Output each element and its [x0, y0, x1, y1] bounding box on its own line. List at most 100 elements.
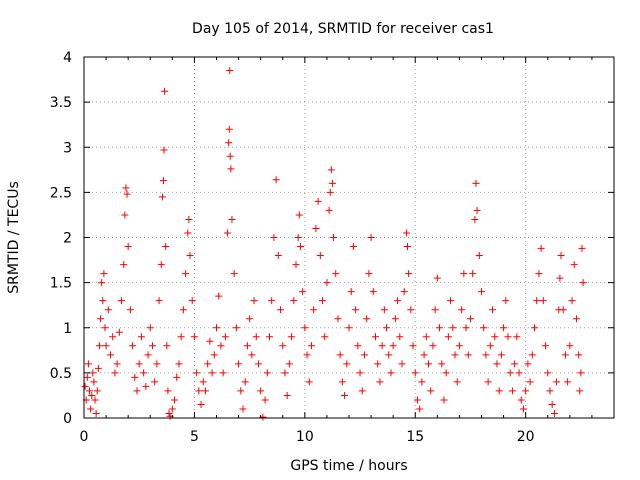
data-point	[522, 387, 530, 395]
data-point	[239, 405, 247, 413]
data-point	[173, 373, 181, 381]
y-axis-label: SRMTID / TECUs	[6, 181, 22, 294]
data-point	[453, 378, 461, 386]
data-point	[449, 324, 457, 332]
data-point	[190, 333, 198, 341]
data-point	[438, 360, 446, 368]
data-point	[469, 270, 477, 278]
data-point	[385, 351, 393, 359]
data-point	[232, 324, 240, 332]
data-point	[89, 369, 97, 377]
data-point	[160, 146, 168, 154]
data-point	[285, 360, 293, 368]
data-point	[305, 378, 313, 386]
data-point	[213, 324, 220, 332]
data-point	[296, 243, 304, 251]
data-point	[367, 234, 375, 241]
data-point	[310, 306, 318, 314]
data-point	[92, 409, 100, 417]
data-point	[120, 261, 128, 269]
data-point	[482, 351, 490, 359]
data-point	[104, 306, 112, 314]
data-point	[579, 279, 587, 287]
data-point	[268, 297, 276, 305]
data-point	[224, 229, 232, 237]
data-point	[427, 387, 435, 395]
data-point	[440, 396, 448, 404]
data-point	[250, 297, 258, 305]
data-point	[142, 382, 150, 390]
data-point	[225, 125, 233, 133]
data-point	[97, 315, 105, 323]
data-point	[462, 324, 470, 332]
data-point	[526, 378, 534, 386]
data-point	[121, 211, 129, 219]
data-point	[332, 270, 340, 278]
data-point	[288, 333, 296, 341]
data-point	[369, 288, 377, 296]
data-point	[81, 382, 89, 390]
data-point	[500, 324, 508, 332]
data-point	[151, 378, 159, 386]
data-point	[201, 387, 209, 395]
y-tick-label: 4	[63, 50, 72, 66]
data-point	[261, 396, 269, 404]
data-point	[491, 333, 499, 341]
data-point	[345, 324, 353, 332]
data-point	[126, 306, 134, 314]
data-point	[380, 306, 388, 314]
data-point	[411, 369, 419, 377]
x-tick-labels: 0 5 10 15 20	[80, 429, 535, 445]
data-point	[442, 369, 450, 377]
data-point	[118, 297, 126, 305]
data-point	[550, 409, 558, 417]
data-point	[263, 369, 271, 377]
data-point	[451, 351, 459, 359]
data-point	[230, 270, 238, 278]
data-point	[210, 351, 218, 359]
data-point	[237, 387, 245, 395]
data-point	[113, 360, 121, 368]
data-point	[109, 333, 117, 341]
data-point	[425, 360, 432, 368]
data-point	[84, 360, 92, 368]
x-tick-label: 20	[517, 429, 535, 445]
data-point	[407, 306, 415, 314]
data-point	[572, 315, 580, 323]
data-point	[365, 270, 373, 278]
chart-title: Day 105 of 2014, SRMTID for receiver cas…	[192, 21, 494, 37]
data-point	[330, 234, 338, 241]
data-point	[480, 324, 488, 332]
data-point	[405, 270, 413, 278]
data-point	[471, 215, 479, 223]
data-point	[100, 270, 108, 278]
data-point	[576, 387, 584, 395]
data-point	[429, 342, 437, 350]
data-point	[515, 369, 523, 377]
data-point	[193, 369, 201, 377]
data-point	[184, 229, 192, 237]
data-point	[319, 297, 326, 305]
data-point	[458, 306, 466, 314]
data-point	[133, 387, 141, 395]
data-point	[327, 166, 335, 174]
data-point	[513, 333, 521, 341]
x-tick-label: 10	[296, 429, 314, 445]
data-point	[163, 342, 171, 350]
data-point	[316, 252, 324, 260]
data-point	[334, 315, 342, 323]
data-point	[323, 279, 331, 287]
y-tick-label: 3.5	[50, 95, 72, 111]
data-point	[292, 261, 300, 269]
data-point	[363, 315, 371, 323]
data-point	[227, 165, 235, 173]
data-point	[137, 333, 145, 341]
data-point	[374, 360, 382, 368]
data-point	[418, 378, 426, 386]
data-point	[299, 288, 307, 296]
data-point	[146, 324, 154, 332]
data-point	[556, 274, 564, 282]
data-point	[124, 243, 132, 251]
data-point	[398, 360, 406, 368]
data-point	[389, 342, 397, 350]
